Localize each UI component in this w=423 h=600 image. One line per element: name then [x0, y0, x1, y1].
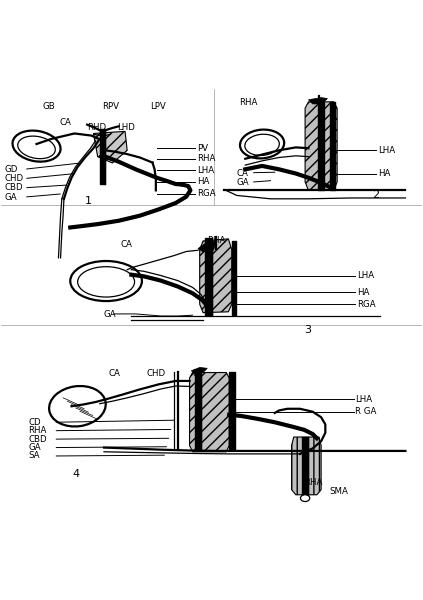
Text: RHD: RHD: [87, 122, 106, 131]
Polygon shape: [191, 367, 207, 373]
Text: CA: CA: [121, 240, 133, 249]
Text: CHD: CHD: [5, 174, 24, 183]
Text: GA: GA: [28, 443, 41, 452]
Text: SMA: SMA: [330, 487, 349, 496]
Text: RHA: RHA: [304, 478, 323, 487]
Polygon shape: [305, 102, 337, 190]
Text: CA: CA: [108, 369, 120, 378]
Text: R GA: R GA: [355, 407, 376, 416]
Text: RGA: RGA: [197, 189, 215, 198]
Text: 2: 2: [372, 190, 379, 200]
Text: GD: GD: [5, 165, 18, 174]
Text: RHA: RHA: [28, 426, 47, 435]
Text: HA: HA: [197, 178, 209, 187]
Polygon shape: [93, 131, 127, 163]
Text: HA: HA: [378, 169, 390, 178]
Text: RPV: RPV: [102, 101, 119, 110]
Text: RHA: RHA: [197, 154, 215, 163]
Text: LHA: LHA: [355, 395, 372, 404]
Text: CA: CA: [60, 118, 71, 127]
Text: GA: GA: [104, 310, 117, 319]
Text: 3: 3: [304, 325, 311, 335]
Text: HA: HA: [357, 288, 369, 297]
Text: GA: GA: [5, 193, 17, 202]
Text: PV: PV: [197, 144, 208, 153]
Polygon shape: [291, 437, 321, 495]
Text: SA: SA: [28, 451, 40, 460]
Text: 4: 4: [72, 469, 80, 479]
Polygon shape: [200, 239, 232, 313]
Text: CHD: CHD: [146, 369, 165, 378]
Text: PV: PV: [192, 369, 203, 378]
Ellipse shape: [300, 495, 310, 502]
Text: LPV: LPV: [150, 101, 166, 110]
Text: CD: CD: [28, 418, 41, 427]
Text: RGA: RGA: [357, 300, 376, 309]
Text: CA: CA: [237, 169, 249, 178]
Text: LHD: LHD: [117, 122, 135, 131]
Text: GA: GA: [237, 178, 250, 187]
Text: LHA: LHA: [378, 146, 395, 155]
Text: CBD: CBD: [28, 434, 47, 443]
Text: 1: 1: [85, 196, 92, 206]
Text: LHA: LHA: [197, 166, 214, 175]
Polygon shape: [198, 242, 216, 252]
Text: RHA: RHA: [207, 236, 225, 245]
Text: GB: GB: [43, 101, 55, 110]
Polygon shape: [190, 373, 229, 452]
Text: CBD: CBD: [5, 184, 24, 193]
Text: RHA: RHA: [239, 98, 257, 107]
Polygon shape: [308, 98, 327, 104]
Text: LHA: LHA: [357, 271, 374, 280]
